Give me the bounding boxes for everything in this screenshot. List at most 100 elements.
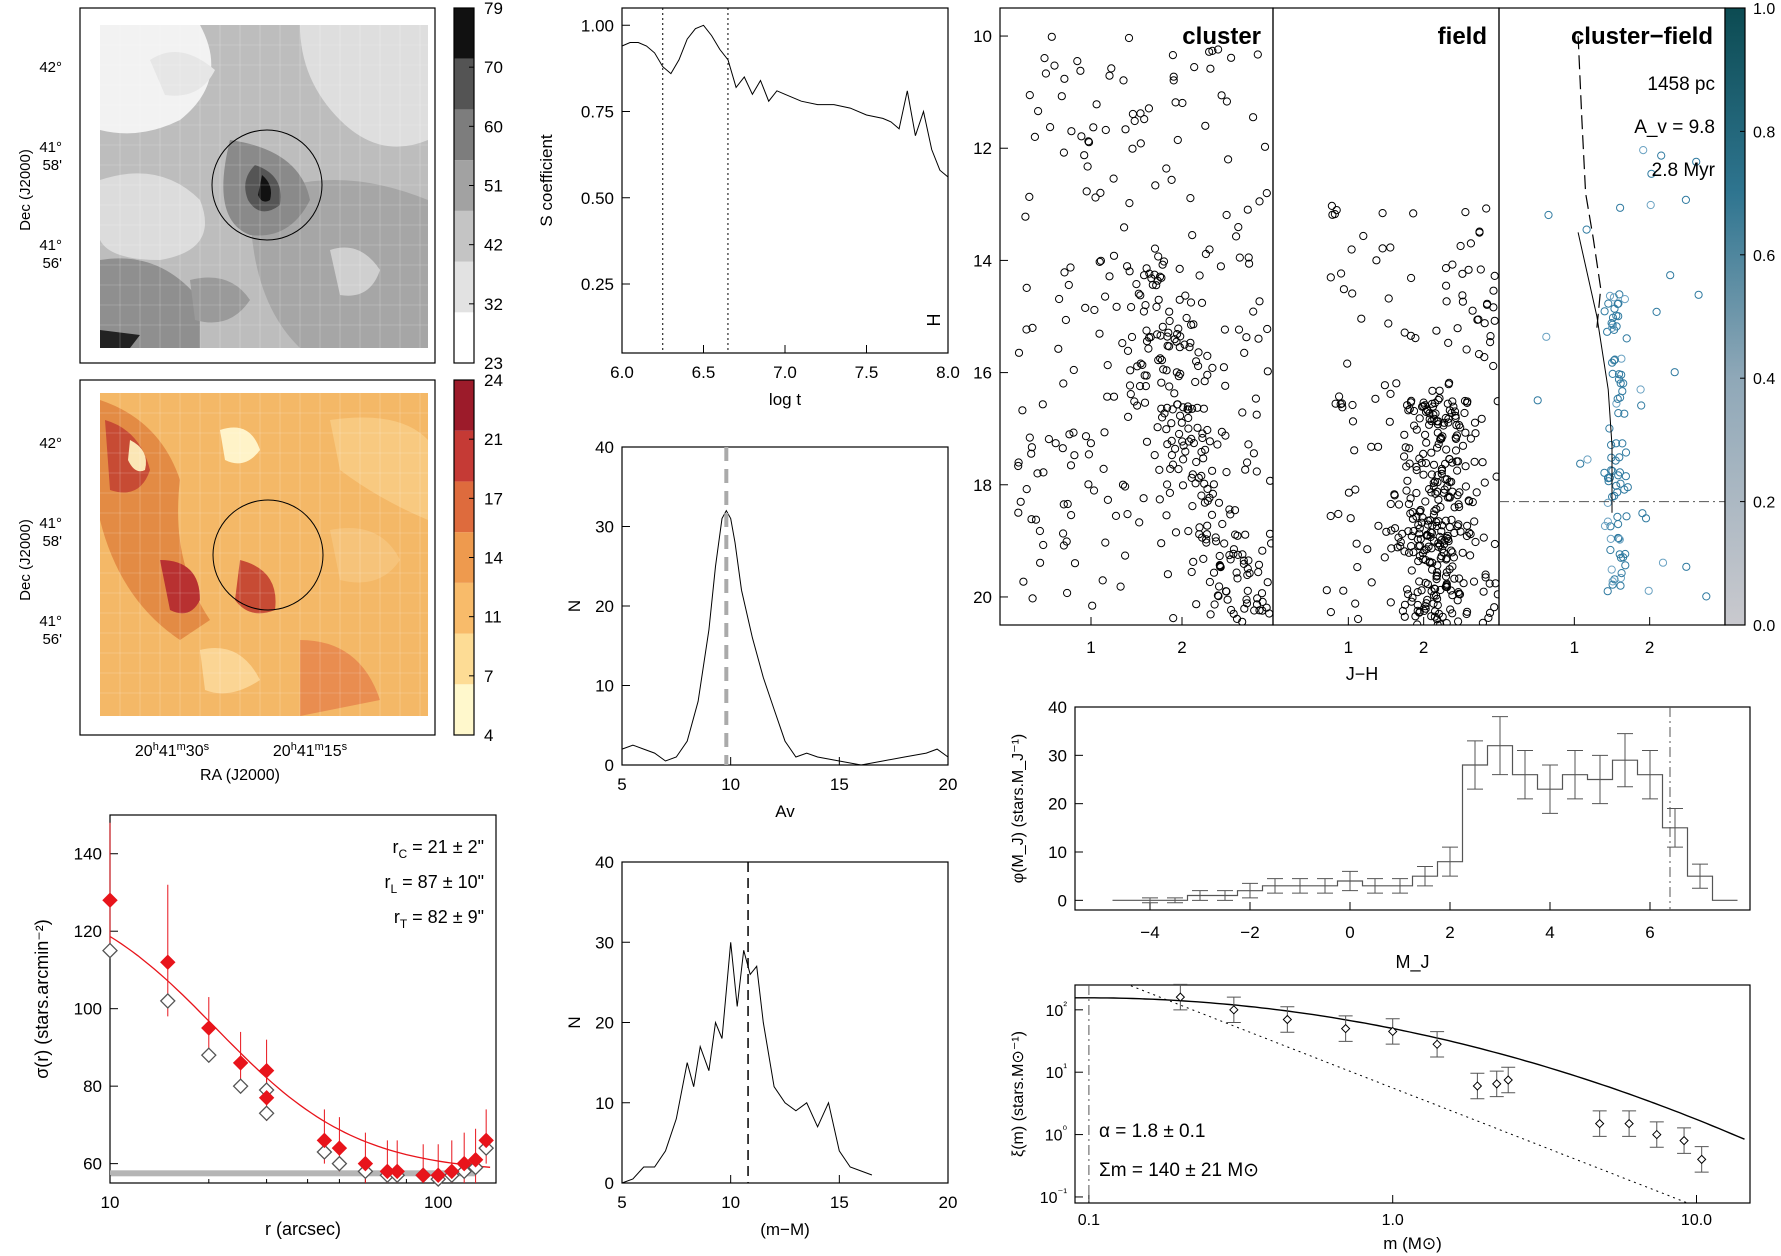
cmd-star [1174,324,1183,333]
avh-frame [621,446,949,766]
density-ytick-4156-min: 56' [42,255,62,272]
cmd-star [1415,454,1424,463]
cmd-star [1620,295,1630,304]
cmd-star [1451,411,1460,420]
cmd-star [1431,409,1440,418]
cmd-star [1442,579,1451,588]
cmd-star [1133,362,1142,371]
cmd-star [1406,494,1415,503]
cmd-star [1241,465,1250,474]
cmd-star [1162,366,1171,375]
cmd-star [1222,210,1231,220]
cmd-star [1225,551,1234,560]
cmd-ytick-label: 18 [973,476,992,495]
lf-error-bar [1592,754,1608,805]
cmd-star [1600,307,1609,316]
cmd-star [1461,462,1470,471]
cmd-star [1242,333,1251,342]
cmd-star [1132,280,1141,289]
avh-xtick-label: 10 [721,775,740,794]
cmd-star [1326,608,1336,617]
cmd-star [1019,577,1028,586]
colorbar-label: 23 [484,354,503,373]
density-colorbar: 79 70 60 51 42 32 23 [453,0,503,373]
colorbar-swatch [454,481,474,533]
cmd-star [1639,146,1648,155]
cmd-star [1163,440,1172,449]
cmd-star [1098,576,1107,585]
cmd-star [1263,578,1272,587]
cmd-star [1604,299,1613,308]
cmd-star [1116,582,1125,591]
mf-point [1492,1079,1502,1089]
cmd-star [1127,303,1136,312]
cmd-star [1101,125,1110,135]
cmd-star [1222,97,1232,106]
cmd-star [1322,586,1331,595]
cmd-star [1468,498,1477,507]
cmd-star [1621,448,1631,457]
cmd-star [1221,381,1230,390]
cmd-star [1156,331,1165,340]
cmd-star [1616,379,1625,388]
cmd-star [1438,612,1447,621]
cmd-star [1084,480,1093,489]
cmd-star [1621,561,1630,570]
cmd-star [1610,325,1619,334]
cmd-star [1169,76,1178,85]
cmd-star [1059,500,1068,509]
rdp-observed-point [331,1155,348,1172]
cmd-star [1194,361,1203,371]
cmd-star [1367,578,1376,587]
lf-error-bar [1492,716,1508,776]
cmd-star [1253,50,1262,59]
scoef-xtick-label: 6.5 [692,363,716,382]
cmd-star [1125,199,1134,208]
cmd-star [1608,580,1617,589]
cmd-star [1448,397,1457,406]
cmd-star [1047,32,1056,41]
cmd-star [1454,588,1463,597]
avh-xlabel: Av [775,802,795,821]
cmd-star [1421,578,1430,588]
cmd-star [1197,491,1206,500]
rdp-corrected-point [430,1167,446,1183]
cmd-star [1073,57,1082,66]
cmd-star [1214,45,1223,54]
cmd-star [1409,406,1419,416]
cmd-star [1178,98,1187,108]
cmd-star [1171,528,1181,537]
cmd-star [1401,443,1410,452]
cmd-star [1413,588,1422,597]
cmd-star [1025,91,1034,100]
cmd-star [1603,327,1612,336]
cmd-star [1121,125,1130,134]
cmd-star [1258,597,1267,607]
cmd-star [1423,595,1432,605]
cmd-star [1141,301,1150,310]
cmd-star [1441,413,1450,423]
dmh-xtick-label: 5 [617,1193,626,1212]
cmd-star [1205,245,1214,254]
cmd-star [1152,302,1161,311]
cmd-star [1239,556,1248,565]
lf-error-bar [1642,750,1658,800]
cmd-star [1470,457,1479,466]
cmd-star [1185,343,1194,352]
dmh-xtick-label: 15 [830,1193,849,1212]
mf-xtick-label: 1.0 [1382,1212,1404,1229]
cmd-star [1429,410,1438,419]
cmd-star [1468,306,1477,315]
cmd-star [1140,115,1149,124]
colorbar-label: 17 [484,489,503,508]
cmd-star [1491,579,1499,588]
cmd-star [1436,433,1446,442]
cmd-star [1040,54,1049,63]
cmd-star [1220,325,1230,334]
mf-ylabel: ξ(m) (stars.M⊙⁻¹) [1010,1031,1027,1157]
cmd-star [1144,344,1153,353]
cmd-star [1142,437,1152,446]
cmd-star [1332,206,1341,215]
cmd-star [1064,280,1073,290]
